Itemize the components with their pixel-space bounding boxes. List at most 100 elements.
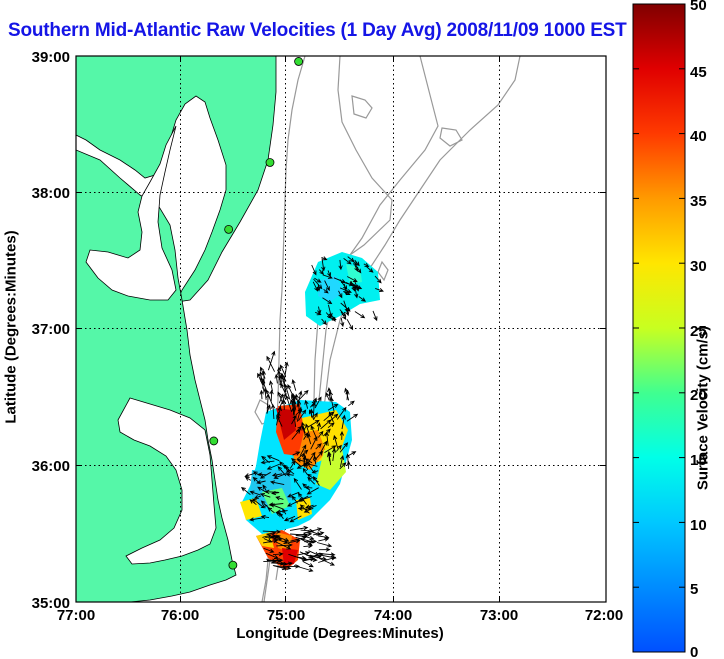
velocity-arrow [331, 447, 337, 462]
velocity-arrow [303, 543, 313, 549]
velocity-arrow [263, 547, 275, 553]
velocity-arrow [297, 551, 311, 556]
velocity-arrow [321, 318, 327, 326]
velocity-arrow [298, 409, 307, 422]
velocity-arrow [339, 442, 349, 453]
velocity-arrow [266, 455, 280, 462]
velocity-arrow [302, 467, 308, 475]
velocity-arrow [317, 430, 324, 438]
velocity-arrow [276, 414, 283, 427]
velocity-arrow [304, 399, 309, 409]
velocity-arrow [283, 515, 296, 522]
velocity-arrow [310, 555, 327, 561]
velocity-arrow [316, 542, 333, 548]
velocity-arrow [358, 296, 367, 302]
velocity-arrow [263, 387, 268, 400]
velocity-arrow [375, 287, 384, 293]
velocity-arrow [285, 472, 294, 477]
velocity-arrow [345, 281, 358, 288]
velocity-arrow [291, 378, 297, 391]
x-tick-label: 75:00 [267, 607, 305, 624]
y-tick-label: 35:00 [32, 595, 70, 612]
velocity-arrow [259, 366, 266, 379]
velocity-arrow [260, 500, 270, 509]
velocity-arrow [324, 280, 330, 292]
velocity-arrow [269, 389, 274, 402]
velocity-arrow [374, 275, 382, 284]
velocity-arrow [284, 361, 289, 379]
x-tick-label: 73:00 [480, 607, 518, 624]
x-tick-label: 72:00 [585, 607, 623, 624]
velocity-arrow [339, 454, 345, 467]
velocity-arrow [297, 389, 309, 402]
pamlico-sound [117, 397, 217, 565]
velocity-arrow [252, 476, 260, 484]
velocity-arrow [244, 476, 252, 481]
velocity-arrow [280, 383, 286, 394]
velocity-arrow [335, 444, 342, 452]
velocity-arrow [265, 552, 279, 559]
velocity-arrow [262, 529, 282, 534]
velocity-arrow [275, 496, 284, 501]
velocity-arrow [366, 266, 374, 273]
velocity-arrow [289, 399, 295, 412]
radar-station-marker [209, 436, 219, 446]
x-tick-label: 77:00 [57, 607, 95, 624]
velocity-arrow [260, 514, 270, 520]
velocity-arrow [318, 556, 337, 563]
velocity-arrow [259, 389, 264, 400]
velocity-arrow [344, 387, 350, 401]
velocity-arrow [341, 414, 347, 430]
velocity-arrow [299, 444, 307, 456]
velocity-arrow [269, 503, 284, 510]
velocity-arrow [249, 490, 261, 496]
velocity-arrow [327, 450, 332, 466]
velocity-arrow [340, 311, 347, 320]
radar-station-marker [265, 158, 275, 167]
velocity-arrow [343, 283, 348, 296]
velocity-arrow [306, 473, 319, 483]
velocity-arrow [275, 509, 288, 514]
velocity-arrow [271, 472, 283, 477]
velocity-arrow [303, 432, 309, 440]
velocity-arrow [284, 466, 295, 475]
velocity-arrow [287, 491, 300, 498]
velocity-arrow [315, 311, 322, 316]
colorbar-tick-label: 50 [690, 0, 707, 14]
velocity-arrow [323, 288, 329, 294]
velocity-arrow [259, 493, 271, 498]
velocity-arrow [345, 453, 350, 463]
velocity-arrow [264, 489, 279, 494]
velocity-arrow [319, 557, 335, 566]
x-axis-label: Longitude (Degrees:Minutes) [236, 625, 444, 642]
velocity-arrow [263, 558, 282, 563]
velocity-arrow [305, 461, 314, 473]
velocity-arrow [319, 554, 337, 560]
velocity-arrow [312, 475, 320, 486]
velocity-arrow [277, 465, 287, 477]
velocity-arrow [333, 434, 339, 449]
velocity-arrow [302, 561, 314, 568]
velocity-arrow [319, 440, 328, 454]
velocity-arrow [269, 480, 285, 486]
velocity-arrow [244, 472, 256, 478]
velocity-arrow [320, 419, 332, 430]
velocity-arrow [293, 477, 302, 490]
velocity-arrow [286, 499, 300, 507]
velocity-arrow [305, 423, 311, 436]
velocity-arrow [372, 310, 378, 322]
velocity-arrow [282, 564, 301, 569]
velocity-arrow [285, 394, 293, 412]
colorbar [632, 3, 686, 653]
velocity-arrow [316, 422, 322, 431]
y-tick-label: 37:00 [32, 321, 70, 338]
velocity-arrow [346, 319, 354, 331]
velocity-arrow [253, 494, 262, 500]
velocity-arrow [322, 297, 333, 305]
velocity-arrow [304, 458, 313, 464]
velocity-arrow [338, 290, 343, 299]
radar-station-marker [294, 57, 304, 66]
velocity-arrow [324, 445, 337, 453]
velocity-arrow [327, 422, 335, 429]
